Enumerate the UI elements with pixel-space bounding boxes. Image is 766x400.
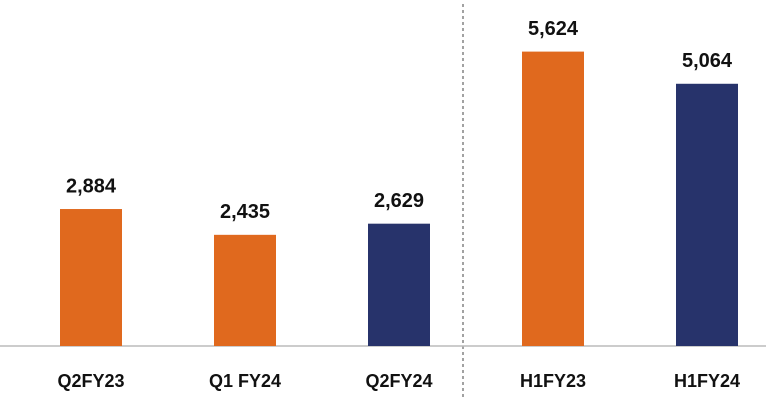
- bar: [60, 209, 122, 346]
- value-label: 2,435: [220, 201, 270, 223]
- bar: [214, 234, 276, 346]
- value-label: 5,624: [528, 18, 579, 40]
- bar: [368, 223, 430, 346]
- bar: [522, 51, 584, 347]
- value-label: 5,064: [682, 50, 733, 72]
- x-tick-label: Q1 FY24: [209, 371, 281, 391]
- value-label: 2,629: [374, 190, 424, 212]
- x-tick-label: Q2FY24: [365, 371, 432, 391]
- x-tick-label: Q2FY23: [57, 371, 124, 391]
- x-tick-label: H1FY24: [674, 371, 740, 391]
- bar: [676, 83, 738, 346]
- x-tick-label: H1FY23: [520, 371, 586, 391]
- value-label: 2,884: [66, 175, 117, 197]
